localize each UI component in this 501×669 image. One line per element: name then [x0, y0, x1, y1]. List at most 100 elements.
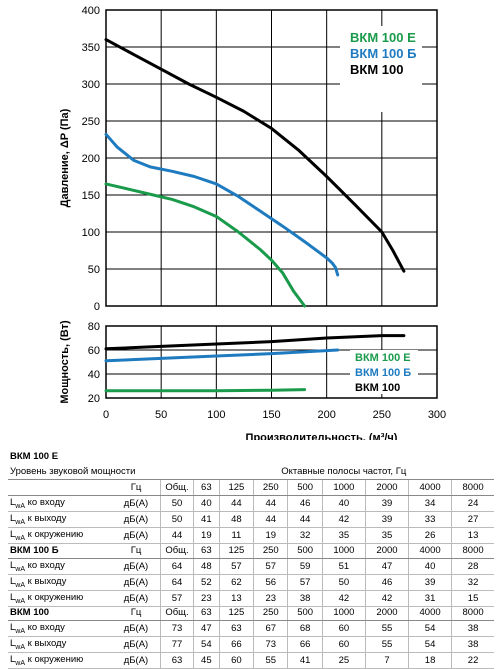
value-cell: 73: [253, 636, 288, 653]
table-spacer: [8, 479, 112, 496]
band-header: 2000: [364, 479, 409, 496]
value-cell: 46: [364, 574, 409, 591]
value-cell: 35: [321, 527, 366, 544]
value-cell: 40: [408, 558, 452, 575]
legend-label: ВКМ 100 Е: [355, 352, 411, 364]
hz-header: Гц: [112, 543, 161, 559]
value-cell: 57: [287, 574, 323, 591]
value-cell: 55: [364, 636, 409, 653]
legend-label: ВКМ 100 Е: [350, 30, 416, 45]
value-cell: 24: [451, 495, 494, 512]
series-line: [104, 38, 406, 273]
band-header: 125: [218, 605, 254, 621]
band-header: 4000: [408, 479, 452, 496]
x-tick-label: 100: [207, 409, 225, 421]
value-cell: 56: [253, 574, 288, 591]
total-header: Общ.: [160, 543, 194, 559]
band-header: 1000: [321, 543, 366, 559]
sound-table-vkm100e: ВКМ 100 Е Уровень звуковой мощности Окта…: [8, 449, 494, 544]
value-cell: 68: [287, 620, 323, 637]
value-cell: 39: [364, 495, 409, 512]
legend-label: ВКМ 100: [355, 382, 400, 394]
value-cell: 66: [287, 636, 323, 653]
value-cell: 44: [160, 527, 194, 544]
bands-header: Октавные полосы частот, Гц: [193, 464, 494, 480]
x-tick-label: 200: [317, 409, 335, 421]
y-tick-label: 0: [94, 301, 100, 313]
value-cell: 28: [451, 558, 494, 575]
y-axis-label: Мощность, (Вт): [59, 320, 71, 404]
value-cell: 44: [218, 495, 254, 512]
value-cell: 50: [160, 495, 194, 512]
value-cell: 44: [253, 511, 288, 528]
table-row: LwA к выходу дБ(А) 77 54 66 73 66 60 55 54 38: [8, 636, 494, 653]
band-header: 4000: [408, 605, 452, 621]
table-row: LwA к окружению дБ(А) 44 19 11 19 32 35 35 26 13: [8, 527, 494, 544]
band-header: 125: [218, 543, 254, 559]
value-cell: 48: [193, 558, 220, 575]
value-cell: 67: [253, 620, 288, 637]
value-cell: 25: [321, 652, 366, 669]
y-tick-label: 20: [88, 393, 100, 405]
value-cell: 54: [408, 620, 452, 637]
band-header: 63: [193, 479, 220, 496]
band-header: 500: [287, 543, 323, 559]
table-row: LwA к выходу дБ(А) 50 41 48 44 44 42 39 33 27: [8, 511, 494, 528]
sound-table-group: ВКМ 100 Гц Общ. 63 125 250 500 1000 2000 4000 8000…: [8, 605, 494, 669]
row-label: LwA к выходу: [8, 636, 112, 653]
x-tick-label: 0: [103, 409, 109, 421]
y-tick-label: 250: [82, 116, 100, 128]
band-header: 250: [253, 479, 288, 496]
value-cell: 77: [160, 636, 194, 653]
y-tick-label: 300: [82, 79, 100, 91]
y-tick-label: 200: [82, 153, 100, 165]
table-title: ВКМ 100 Е: [10, 451, 59, 462]
value-cell: 64: [160, 558, 194, 575]
y-tick-label: 350: [82, 42, 100, 54]
value-cell: 63: [218, 620, 254, 637]
band-header: 63: [193, 605, 220, 621]
value-cell: 39: [408, 574, 452, 591]
legend-label: ВКМ 100 Б: [350, 46, 416, 61]
band-header: 1000: [321, 479, 366, 496]
row-label: LwA ко входу: [8, 558, 112, 575]
legend-label: ВКМ 100: [350, 62, 403, 77]
value-cell: 54: [408, 636, 452, 653]
value-cell: 39: [364, 511, 409, 528]
band-header: 2000: [364, 605, 409, 621]
y-tick-label: 100: [82, 227, 100, 239]
value-cell: 50: [321, 574, 366, 591]
table-row: LwA ко входу дБ(А) 73 47 63 67 68 60 55 54 38: [8, 620, 494, 637]
value-cell: 42: [321, 511, 366, 528]
row-label: LwA к окружению: [8, 652, 112, 669]
unit-cell: дБ(А): [112, 636, 161, 653]
value-cell: 64: [160, 574, 194, 591]
value-cell: 18: [408, 652, 452, 669]
value-cell: 62: [218, 574, 254, 591]
band-header: 125: [218, 479, 254, 496]
value-cell: 7: [364, 652, 409, 669]
x-tick-label: 250: [373, 409, 391, 421]
value-cell: 33: [408, 511, 452, 528]
band-header: 8000: [451, 605, 494, 621]
unit-cell: дБ(А): [112, 495, 161, 512]
unit-cell: дБ(А): [112, 574, 161, 591]
row-label: LwA к выходу: [8, 511, 112, 528]
band-header: 250: [253, 605, 288, 621]
value-cell: 48: [218, 511, 254, 528]
value-cell: 40: [193, 495, 220, 512]
value-cell: 60: [218, 652, 254, 669]
value-cell: 19: [193, 527, 220, 544]
value-cell: 50: [160, 511, 194, 528]
band-header: 500: [287, 479, 323, 496]
y-axis-label: Давление, ΔP (Па): [59, 108, 71, 207]
table-title: ВКМ 100: [8, 605, 112, 621]
x-tick-label: 150: [262, 409, 280, 421]
legend-box: [340, 26, 422, 112]
total-header: Общ.: [160, 479, 194, 496]
value-cell: 60: [321, 636, 366, 653]
band-header: 8000: [451, 479, 494, 496]
value-cell: 57: [253, 558, 288, 575]
table-row: LwA ко входу дБ(А) 64 48 57 57 59 51 47 40 28: [8, 558, 494, 575]
value-cell: 63: [160, 652, 194, 669]
